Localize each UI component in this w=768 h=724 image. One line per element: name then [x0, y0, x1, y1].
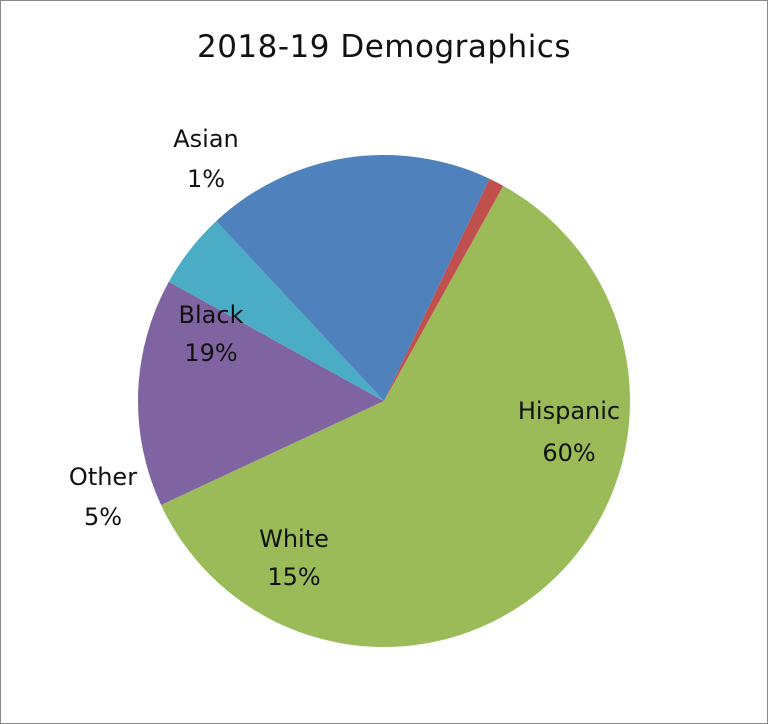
- slice-value-black: 19%: [184, 339, 237, 367]
- slice-label-black: Black: [179, 301, 244, 329]
- pie-slice-hispanic: [161, 185, 631, 648]
- slice-label-other: Other: [69, 463, 137, 491]
- slice-label-white: White: [259, 525, 329, 553]
- chart-title: 2018-19 Demographics: [196, 29, 572, 65]
- slice-value-white: 15%: [267, 563, 320, 591]
- slice-value-hispanic: 60%: [542, 439, 595, 467]
- slice-value-asian: 1%: [187, 165, 225, 193]
- slice-label-hispanic: Hispanic: [518, 397, 620, 425]
- pie-slice-asian: [384, 178, 504, 401]
- slice-label-asian: Asian: [173, 125, 239, 153]
- pie-slice-white: [138, 281, 384, 505]
- pie-slice-black: [216, 155, 490, 401]
- slice-value-other: 5%: [84, 503, 122, 531]
- pie-slice-other: [168, 221, 384, 401]
